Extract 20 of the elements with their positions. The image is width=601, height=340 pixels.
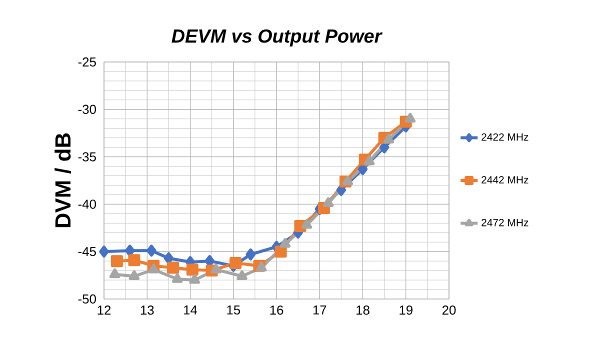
y-tick-label: -35 bbox=[78, 152, 96, 162]
x-tick-label: 14 bbox=[184, 306, 198, 314]
y-tick-label: -25 bbox=[78, 57, 96, 67]
y-tick-label: -40 bbox=[78, 200, 96, 209]
y-tick-label: -45 bbox=[78, 247, 96, 256]
x-tick-label: 18 bbox=[356, 306, 370, 315]
legend-label: 2472 MHz bbox=[482, 218, 528, 226]
x-tick-label: 19 bbox=[400, 306, 412, 315]
x-tick-label: 15 bbox=[227, 306, 240, 315]
x-tick-label: 12 bbox=[98, 306, 111, 315]
x-tick-label: 13 bbox=[140, 306, 154, 315]
x-tick-label: 16 bbox=[270, 306, 284, 315]
y-axis-title: DVM / dB bbox=[54, 133, 71, 228]
legend-label: 2442 MHz bbox=[482, 176, 528, 184]
chart-title: DEVM vs Output Power bbox=[172, 29, 383, 46]
x-tick-label: 20 bbox=[442, 306, 456, 315]
y-tick-label: -50 bbox=[78, 294, 96, 304]
y-tick-label: -30 bbox=[78, 104, 96, 114]
legend-label: 2422 MHz bbox=[482, 133, 528, 141]
x-tick-label: 17 bbox=[313, 306, 326, 314]
